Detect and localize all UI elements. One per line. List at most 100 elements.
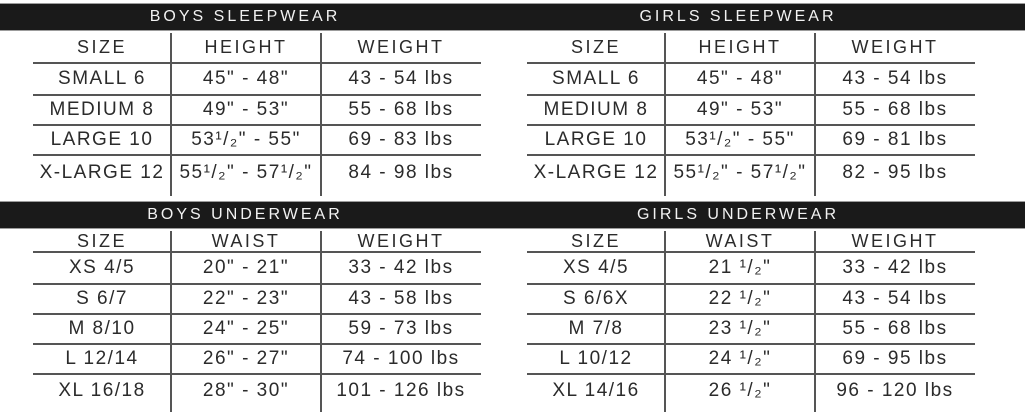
sleepwear-header-bar: BOYS SLEEPWEAR GIRLS SLEEPWEAR [0,3,1025,31]
column-header-waist: WAIST [211,231,281,251]
table-row: S 6/7 22" - 23" 43 - 58 lbs [33,285,481,315]
cell-waist: 23 ¹/₂" [708,318,772,339]
column-divider [320,231,322,412]
column-divider [170,33,172,196]
cell-waist: 21 ¹/₂" [708,257,772,278]
cell-size: XS 4/5 [68,257,136,278]
table-row: XL 14/16 26 ¹/₂" 96 - 120 lbs [527,375,975,407]
cell-size: S 6/6X [562,288,630,309]
column-header-weight: WEIGHT [851,37,939,57]
cell-weight: 96 - 120 lbs [836,380,954,401]
column-divider [170,231,172,412]
column-header-weight: WEIGHT [851,231,939,251]
cell-waist: 28" - 30" [202,380,290,401]
girls-sleepwear-table: SIZE HEIGHT WEIGHT SMALL 6 45" - 48" 43 - 54 … [527,33,975,196]
table-row: MEDIUM 8 49" - 53" 55 - 68 lbs [33,96,481,126]
cell-size: M 7/8 [568,318,624,339]
boys-sleepwear-table: SIZE HEIGHT WEIGHT SMALL 6 45" - 48" 43 - 54 … [33,33,481,196]
column-header-row: SIZE WAIST WEIGHT [33,231,481,253]
cell-size: L 10/12 [559,348,633,369]
cell-weight: 69 - 83 lbs [348,129,454,150]
cell-waist: 26 ¹/₂" [708,380,772,401]
cell-height: 49" - 53" [696,99,784,120]
table-row: LARGE 10 53¹/₂" - 55" 69 - 83 lbs [33,126,481,156]
column-header-height: HEIGHT [698,37,782,57]
boys-underwear-table: SIZE WAIST WEIGHT XS 4/5 20" - 21" 33 - 42 lb… [33,231,481,412]
column-divider [664,33,666,196]
table-row: MEDIUM 8 49" - 53" 55 - 68 lbs [527,96,975,126]
column-header-weight: WEIGHT [357,231,445,251]
column-divider [320,33,322,196]
cell-waist: 24" - 25" [202,318,290,339]
cell-size: MEDIUM 8 [49,99,155,120]
cell-size: M 8/10 [68,318,136,339]
table-row: XS 4/5 21 ¹/₂" 33 - 42 lbs [527,253,975,285]
cell-height: 45" - 48" [696,68,784,89]
cell-height: 49" - 53" [202,99,290,120]
column-divider [814,33,816,196]
cell-size: L 12/14 [65,348,139,369]
cell-size: XL 16/18 [58,380,146,401]
column-header-height: HEIGHT [204,37,288,57]
table-row: M 7/8 23 ¹/₂" 55 - 68 lbs [527,315,975,345]
table-row: L 10/12 24 ¹/₂" 69 - 95 lbs [527,345,975,375]
column-header-row: SIZE WAIST WEIGHT [527,231,975,253]
cell-weight: 55 - 68 lbs [842,99,948,120]
cell-size: S 6/7 [76,288,128,309]
cell-weight: 33 - 42 lbs [842,257,948,278]
boys-underwear-title: BOYS UNDERWEAR [147,206,343,223]
cell-weight: 43 - 54 lbs [842,288,948,309]
girls-underwear-title: GIRLS UNDERWEAR [636,206,840,223]
cell-height: 55¹/₂" - 57¹/₂" [673,161,807,183]
column-header-row: SIZE HEIGHT WEIGHT [33,33,481,64]
cell-height: 55¹/₂" - 57¹/₂" [179,161,313,183]
cell-size: LARGE 10 [50,129,154,150]
girls-sleepwear-title: GIRLS SLEEPWEAR [639,8,837,25]
column-header-size: SIZE [570,37,621,57]
cell-weight: 84 - 98 lbs [348,161,454,183]
column-header-waist: WAIST [705,231,775,251]
cell-size: X-LARGE 12 [39,161,165,183]
table-row: SMALL 6 45" - 48" 43 - 54 lbs [527,64,975,96]
column-header-size: SIZE [76,231,127,251]
cell-height: 45" - 48" [202,68,290,89]
cell-size: LARGE 10 [544,129,648,150]
table-row: M 8/10 24" - 25" 59 - 73 lbs [33,315,481,345]
cell-weight: 69 - 95 lbs [842,348,948,369]
cell-weight: 33 - 42 lbs [348,257,454,278]
cell-size: XL 14/16 [552,380,640,401]
cell-weight: 55 - 68 lbs [842,318,948,339]
column-header-weight: WEIGHT [357,37,445,57]
cell-waist: 24 ¹/₂" [708,348,772,369]
column-header-size: SIZE [76,37,127,57]
cell-height: 53¹/₂" - 55" [191,129,301,150]
cell-height: 53¹/₂" - 55" [685,129,795,150]
cell-size: X-LARGE 12 [533,161,659,183]
table-row: LARGE 10 53¹/₂" - 55" 69 - 81 lbs [527,126,975,156]
cell-size: XS 4/5 [562,257,630,278]
cell-size: MEDIUM 8 [543,99,649,120]
table-row: S 6/6X 22 ¹/₂" 43 - 54 lbs [527,285,975,315]
cell-waist: 26" - 27" [202,348,290,369]
cell-weight: 43 - 54 lbs [842,68,948,89]
cell-weight: 74 - 100 lbs [342,348,460,369]
cell-waist: 22 ¹/₂" [708,288,772,309]
table-row: XS 4/5 20" - 21" 33 - 42 lbs [33,253,481,285]
boys-sleepwear-title: BOYS SLEEPWEAR [149,8,341,25]
column-divider [664,231,666,412]
cell-weight: 101 - 126 lbs [336,380,466,401]
table-row: X-LARGE 12 55¹/₂" - 57¹/₂" 82 - 95 lbs [527,156,975,189]
table-row: SMALL 6 45" - 48" 43 - 54 lbs [33,64,481,96]
cell-waist: 20" - 21" [202,257,290,278]
cell-weight: 69 - 81 lbs [842,129,948,150]
table-row: L 12/14 26" - 27" 74 - 100 lbs [33,345,481,375]
cell-weight: 43 - 54 lbs [348,68,454,89]
cell-weight: 59 - 73 lbs [348,318,454,339]
cell-size: SMALL 6 [552,68,640,89]
cell-waist: 22" - 23" [202,288,290,309]
table-row: XL 16/18 28" - 30" 101 - 126 lbs [33,375,481,407]
column-divider [814,231,816,412]
cell-size: SMALL 6 [58,68,146,89]
table-row: X-LARGE 12 55¹/₂" - 57¹/₂" 84 - 98 lbs [33,156,481,189]
